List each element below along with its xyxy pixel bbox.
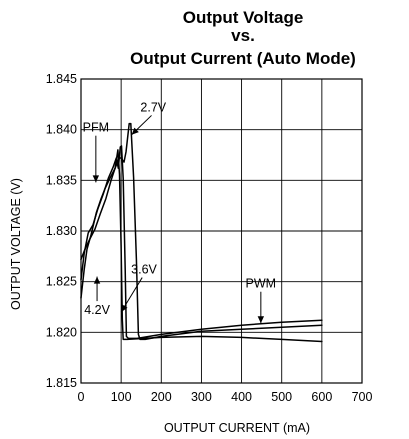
x-tick-label: 200 (151, 390, 172, 404)
series-group (80, 122, 323, 343)
x-tick-label: 0 (78, 390, 85, 404)
x-tick-label: 600 (311, 390, 332, 404)
y-axis-label: OUTPUT VOLTAGE (V) (9, 178, 23, 310)
x-tick-label: 700 (352, 390, 373, 404)
x-tick-label: 100 (111, 390, 132, 404)
annotation-label: 3.6V (131, 263, 157, 277)
x-tick-label: 500 (271, 390, 292, 404)
annotation-arrowhead (92, 175, 100, 183)
y-tick-label: 1.825 (46, 275, 77, 289)
chart-title: Output Voltage vs. Output Current (Auto … (130, 8, 356, 68)
annotation-label: PWM (246, 277, 277, 291)
annotation-label: PFM (83, 121, 109, 135)
plot-frame (80, 78, 363, 384)
x-tick-label: 300 (191, 390, 212, 404)
chart-title-line-1: Output Voltage (183, 8, 304, 27)
annotation-label: 4.2V (84, 303, 110, 317)
annotation-label: 2.7V (140, 100, 166, 114)
chart-title-line-3: Output Current (Auto Mode) (130, 49, 356, 68)
y-tick-label: 1.840 (46, 123, 77, 137)
annotation-arrowhead (131, 127, 139, 135)
series-line-3.6V (80, 145, 323, 340)
y-tick-label: 1.845 (46, 72, 77, 86)
annotation-arrowhead (121, 304, 128, 313)
chart-title-line-2: vs. (231, 26, 255, 45)
x-tick-label: 400 (231, 390, 252, 404)
series-line-4.2V (80, 149, 323, 343)
y-tick-label: 1.835 (46, 173, 77, 187)
y-tick-label: 1.820 (46, 325, 77, 339)
y-tick-label: 1.830 (46, 224, 77, 238)
y-tick-label: 1.815 (46, 376, 77, 390)
annotations: PFM 2.7V 3.6V 4.2V PWM (83, 100, 277, 324)
x-axis-label: OUTPUT CURRENT (mA) (164, 421, 310, 435)
annotation-arrowhead (93, 276, 101, 284)
axis-ticks: 0 100 200 300 400 500 600 700 1.815 1.820 1.825 1.8… (46, 72, 373, 404)
annotation-arrowhead (257, 316, 265, 324)
